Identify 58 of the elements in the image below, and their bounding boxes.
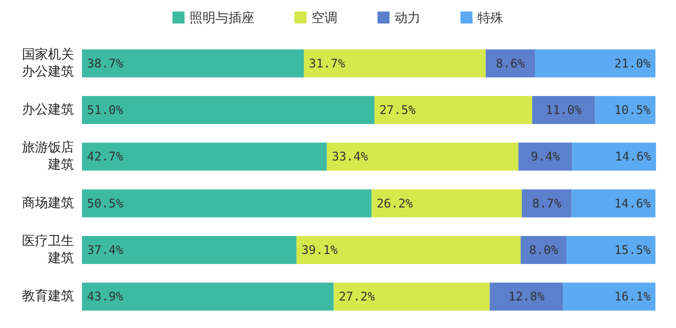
bar <box>572 142 656 171</box>
bar <box>518 142 572 171</box>
bar <box>296 236 521 264</box>
bar <box>82 189 372 218</box>
bar <box>82 282 334 311</box>
data-label: 16.1% <box>614 290 652 304</box>
bar <box>82 49 304 78</box>
data-label: 8.7% <box>532 196 562 210</box>
data-label: 10.5% <box>614 103 652 117</box>
bar <box>372 189 522 218</box>
bar <box>563 282 656 311</box>
bar <box>532 96 596 124</box>
y-tick-label: 国家机关办公建筑 <box>22 46 74 80</box>
legend-label: 动力 <box>394 10 420 25</box>
bar <box>595 96 656 124</box>
data-label: 21.0% <box>614 56 652 70</box>
bar <box>82 142 327 171</box>
bar <box>490 282 564 311</box>
bar <box>486 49 536 78</box>
bar <box>566 236 656 264</box>
data-label: 37.4% <box>87 243 124 257</box>
y-tick-label: 办公建筑 <box>22 102 74 118</box>
bar <box>535 49 656 78</box>
data-label: 14.6% <box>614 150 652 164</box>
data-label: 14.6% <box>614 196 652 210</box>
data-label: 33.4% <box>332 150 369 164</box>
bar <box>520 236 567 264</box>
bar <box>82 236 296 264</box>
legend-label: 空调 <box>312 10 338 25</box>
data-label: 8.0% <box>529 243 559 257</box>
data-label: 12.8% <box>508 290 546 304</box>
data-label: 8.6% <box>496 56 526 70</box>
bar <box>304 49 486 78</box>
y-tick-label: 旅游饭店建筑 <box>22 140 74 173</box>
data-label: 9.4% <box>530 150 561 164</box>
data-label: 42.7% <box>87 150 124 164</box>
data-label: 31.7% <box>308 56 346 70</box>
data-label: 39.1% <box>301 243 338 257</box>
data-label: 50.5% <box>87 196 124 210</box>
bar <box>334 282 490 311</box>
data-label: 26.2% <box>376 196 414 210</box>
y-tick-label: 商场建筑 <box>22 196 74 211</box>
data-label: 43.9% <box>87 290 124 304</box>
data-label: 51.0% <box>87 103 124 117</box>
legend-label: 照明与插座 <box>190 10 254 25</box>
bar <box>522 189 572 218</box>
bar <box>374 96 532 124</box>
y-tick-label: 教育建筑 <box>22 288 74 304</box>
data-label: 11.0% <box>546 103 583 117</box>
data-label: 27.2% <box>338 290 376 304</box>
data-label: 15.5% <box>614 243 652 257</box>
data-label: 27.5% <box>379 103 416 117</box>
y-tick-label: 医疗卫生建筑 <box>22 234 74 266</box>
bar <box>326 142 518 171</box>
legend-label: 特殊 <box>478 10 504 25</box>
bar <box>572 189 656 218</box>
data-label: 38.7% <box>87 56 124 70</box>
bar <box>82 96 374 124</box>
